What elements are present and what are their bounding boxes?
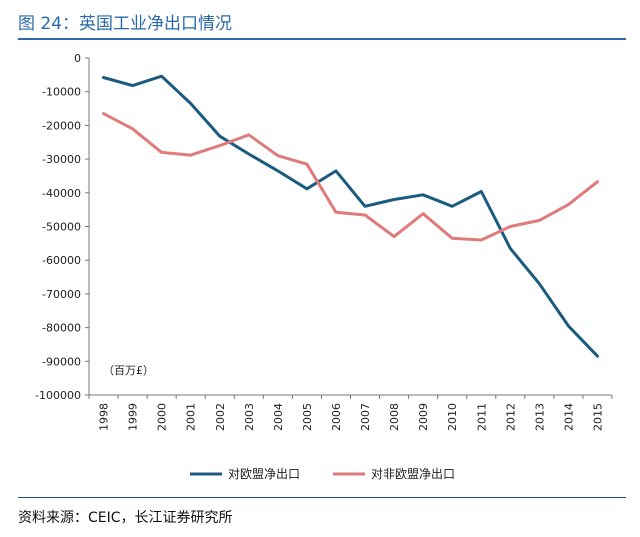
title-divider: [18, 38, 626, 40]
y-tick-label: -70000: [42, 288, 81, 301]
chart-legend: 对欧盟净出口 对非欧盟净出口: [190, 467, 455, 481]
data-point-non-eu: [596, 180, 599, 183]
data-point-non-eu: [567, 203, 570, 206]
y-tick-label: -90000: [42, 355, 81, 368]
data-point-non-eu: [335, 211, 338, 214]
data-point-eu: [276, 169, 279, 172]
source-divider: [18, 497, 626, 498]
x-tick-label: 2008: [388, 403, 401, 431]
data-point-eu: [567, 324, 570, 327]
x-tick-label: 2010: [446, 403, 459, 431]
data-point-non-eu: [276, 154, 279, 157]
x-tick-label: 1999: [127, 403, 140, 431]
data-point-non-eu: [393, 235, 396, 238]
y-tick-label: -80000: [42, 322, 81, 335]
x-tick-label: 2006: [330, 403, 343, 431]
y-tick-label: -20000: [42, 119, 81, 132]
x-tick-label: 2000: [156, 403, 169, 431]
data-point-eu: [538, 282, 541, 285]
figure-title: 图 24：英国工业净出口情况: [18, 14, 233, 34]
data-point-non-eu: [480, 239, 483, 242]
data-point-eu: [335, 169, 338, 172]
data-point-eu: [422, 193, 425, 196]
legend-label-eu: 对欧盟净出口: [228, 467, 300, 481]
data-point-non-eu: [247, 133, 250, 136]
data-point-eu: [451, 205, 454, 208]
line-chart: 0 -10000 -20000 -30000 -40000 -50000 -60000 -70…: [35, 52, 613, 481]
x-tick-label: 2012: [504, 403, 517, 431]
chart-axes: 0 -10000 -20000 -30000 -40000 -50000 -60000 -70…: [35, 52, 613, 431]
data-point-eu: [596, 355, 599, 358]
x-tick-label: 2002: [214, 403, 227, 431]
data-point-eu: [189, 102, 192, 105]
data-point-eu: [160, 75, 163, 78]
y-tick-label: 0: [74, 52, 81, 65]
data-point-non-eu: [509, 225, 512, 228]
x-tick-label: 2011: [475, 403, 488, 431]
y-tick-label: -10000: [42, 86, 81, 99]
x-tick-label: 2014: [562, 403, 575, 431]
data-point-eu: [131, 84, 134, 87]
data-point-eu: [305, 187, 308, 190]
x-tick-label: 2003: [243, 403, 256, 431]
x-tick-label: 2001: [185, 403, 198, 431]
series-line-eu: [102, 74, 599, 358]
series-line-non-eu: [102, 112, 599, 242]
data-point-non-eu: [364, 214, 367, 217]
data-point-eu: [218, 135, 221, 138]
unit-label: （百万£）: [103, 364, 154, 377]
data-point-non-eu: [218, 144, 221, 147]
data-point-non-eu: [451, 237, 454, 240]
data-point-eu: [364, 205, 367, 208]
data-point-non-eu: [102, 112, 105, 115]
data-point-eu: [102, 76, 105, 79]
y-tick-label: -30000: [42, 153, 81, 166]
x-tick-label: 1998: [98, 403, 111, 431]
source-note: 资料来源：CEIC，长江证券研究所: [18, 510, 233, 526]
data-point-non-eu: [422, 212, 425, 215]
y-tick-label: -40000: [42, 187, 81, 200]
data-point-non-eu: [160, 151, 163, 154]
x-tick-label: 2013: [533, 403, 546, 431]
x-tick-label: 2004: [272, 403, 285, 431]
x-tick-label: 2015: [591, 403, 604, 431]
data-point-eu: [393, 198, 396, 201]
data-point-non-eu: [189, 154, 192, 157]
figure-title-bar: 图 24：英国工业净出口情况: [0, 0, 640, 40]
data-point-non-eu: [305, 163, 308, 166]
y-tick-label: -50000: [42, 221, 81, 234]
chart-series-layer: [102, 74, 599, 358]
x-tick-label: 2007: [359, 403, 372, 431]
data-point-eu: [247, 153, 250, 156]
y-tick-label: -100000: [35, 389, 81, 402]
data-point-non-eu: [131, 127, 134, 130]
legend-label-non-eu: 对非欧盟净出口: [371, 467, 455, 481]
data-point-non-eu: [538, 219, 541, 222]
x-tick-label: 2005: [301, 403, 314, 431]
x-tick-label: 2009: [417, 403, 430, 431]
y-tick-label: -60000: [42, 254, 81, 267]
data-point-eu: [509, 247, 512, 250]
data-point-eu: [480, 190, 483, 193]
